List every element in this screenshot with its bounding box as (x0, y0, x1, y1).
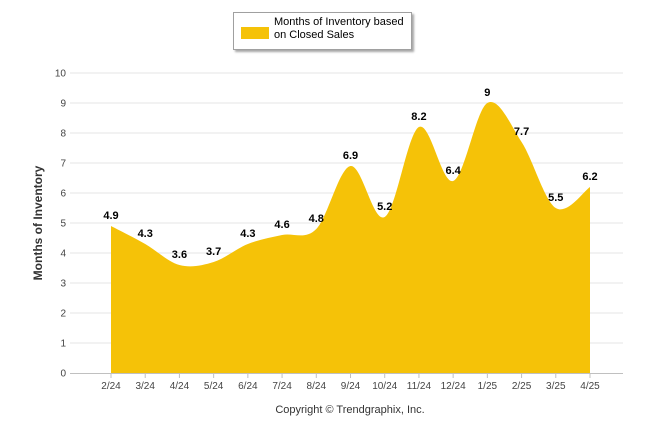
data-label: 4.3 (138, 228, 153, 240)
y-tick-label: 7 (60, 159, 66, 170)
x-tick-label: 12/24 (441, 381, 466, 392)
x-tick-label: 8/24 (307, 381, 327, 392)
data-label: 7.7 (514, 126, 529, 138)
y-tick-label: 10 (55, 69, 67, 80)
y-tick-label: 1 (60, 339, 66, 350)
data-label: 5.5 (548, 192, 563, 204)
series-area (111, 102, 590, 373)
x-tick-label: 11/24 (407, 381, 432, 392)
copyright-credit: Copyright © Trendgraphix, Inc. (275, 404, 424, 416)
data-labels: 4.9 4.3 3.6 3.7 4.3 4.6 4.8 6.9 5.2 8.2 6.4 9 7.7 5.5… (103, 87, 597, 261)
y-tick-label: 8 (60, 129, 66, 140)
y-tick-label: 3 (60, 279, 66, 290)
x-tick-label: 10/24 (372, 381, 397, 392)
x-tick-label: 4/25 (580, 381, 600, 392)
y-tick-label: 0 (60, 369, 66, 380)
y-tick-label: 5 (60, 219, 66, 230)
x-tick-label: 9/24 (341, 381, 361, 392)
data-label: 9 (484, 87, 490, 99)
x-tick-label: 2/25 (512, 381, 532, 392)
x-tick-label: 2/24 (101, 381, 121, 392)
x-tick-label: 3/25 (546, 381, 566, 392)
x-tick-label: 1/25 (478, 381, 498, 392)
legend[interactable]: Months of Inventory based on Closed Sale… (233, 12, 412, 50)
data-label: 4.8 (309, 213, 324, 225)
legend-swatch (241, 27, 269, 39)
y-tick-label: 6 (60, 189, 66, 200)
data-label: 4.3 (240, 228, 255, 240)
y-tick-label: 9 (60, 99, 66, 110)
data-label: 4.6 (274, 219, 289, 231)
x-tick-label: 7/24 (272, 381, 292, 392)
x-tick-label: 6/24 (238, 381, 258, 392)
y-axis-title: Months of Inventory (31, 165, 45, 280)
data-label: 3.7 (206, 246, 221, 258)
x-axis-ticks: 2/24 3/24 4/24 5/24 6/24 7/24 8/24 9/24 10/24 11/… (101, 373, 600, 392)
x-tick-label: 4/24 (170, 381, 190, 392)
data-label: 3.6 (172, 249, 187, 261)
data-label: 6.9 (343, 150, 358, 162)
y-tick-label: 2 (60, 309, 66, 320)
data-label: 8.2 (411, 111, 426, 123)
data-label: 6.2 (582, 171, 597, 183)
y-axis-ticks: 0 1 2 3 4 5 6 7 8 9 10 (55, 69, 67, 380)
legend-label: Months of Inventory based on Closed Sale… (274, 16, 404, 41)
data-label: 6.4 (445, 165, 461, 177)
data-label: 5.2 (377, 201, 392, 213)
data-label: 4.9 (103, 210, 118, 222)
x-tick-label: 3/24 (135, 381, 155, 392)
x-tick-label: 5/24 (204, 381, 224, 392)
y-tick-label: 4 (60, 249, 66, 260)
